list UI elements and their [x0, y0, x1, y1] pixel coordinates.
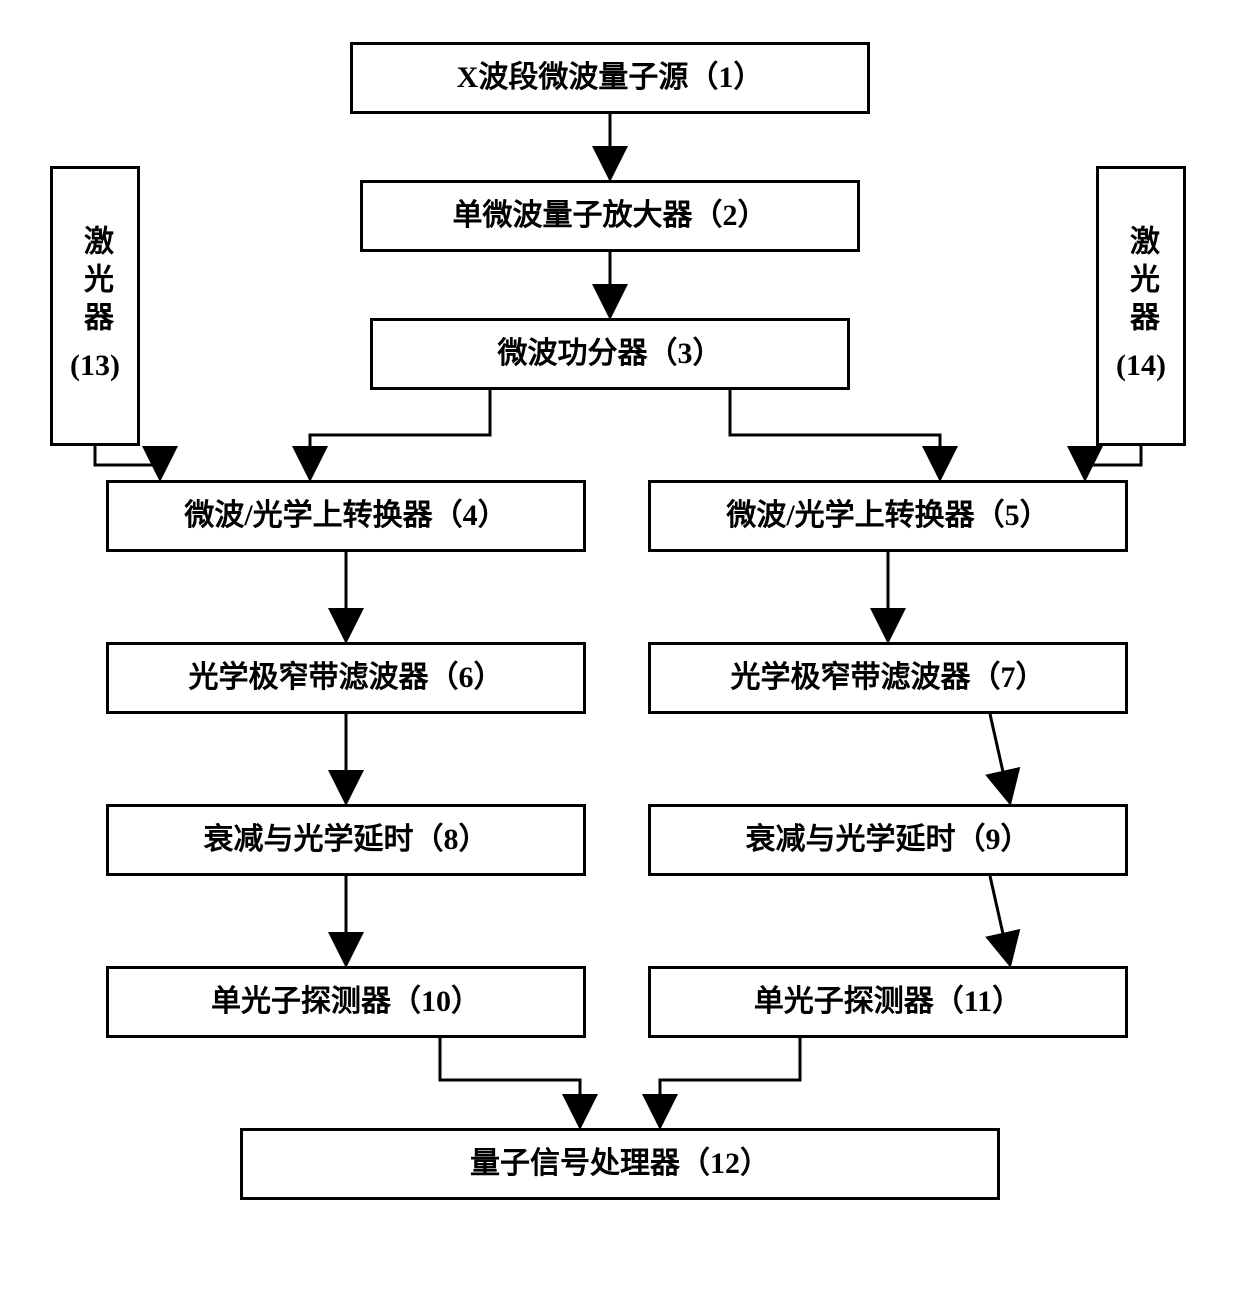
- node-label: 微波/光学上转换器（4）: [184, 495, 507, 537]
- node-label: 微波/光学上转换器（5）: [726, 495, 1049, 537]
- node-quantum-signal-processor: 量子信号处理器（12）: [240, 1128, 1000, 1200]
- node-label-main: 激光器: [73, 225, 117, 339]
- node-quantum-source: X波段微波量子源（1）: [350, 42, 870, 114]
- node-label: X波段微波量子源（1）: [457, 57, 764, 99]
- node-upconverter-left: 微波/光学上转换器（4）: [106, 480, 586, 552]
- node-attenuation-delay-left: 衰减与光学延时（8）: [106, 804, 586, 876]
- node-label: 单微波量子放大器（2）: [453, 195, 768, 237]
- node-narrowband-filter-right: 光学极窄带滤波器（7）: [648, 642, 1128, 714]
- node-quantum-amplifier: 单微波量子放大器（2）: [360, 180, 860, 252]
- flowchart-diagram: X波段微波量子源（1） 单微波量子放大器（2） 微波功分器（3） 微波/光学上转…: [20, 20, 1220, 1294]
- node-single-photon-detector-right: 单光子探测器（11）: [648, 966, 1128, 1038]
- node-power-splitter: 微波功分器（3）: [370, 318, 850, 390]
- node-label-num: (13): [70, 345, 120, 387]
- node-laser-right: 激光器 (14): [1096, 166, 1186, 446]
- node-label-main: 激光器: [1119, 225, 1163, 339]
- node-label: 衰减与光学延时（9）: [746, 819, 1031, 861]
- node-label: 量子信号处理器（12）: [470, 1143, 770, 1185]
- node-upconverter-right: 微波/光学上转换器（5）: [648, 480, 1128, 552]
- node-label: 微波功分器（3）: [498, 333, 723, 375]
- node-label: 单光子探测器（10）: [211, 981, 481, 1023]
- node-label: 光学极窄带滤波器（6）: [189, 657, 504, 699]
- node-single-photon-detector-left: 单光子探测器（10）: [106, 966, 586, 1038]
- node-attenuation-delay-right: 衰减与光学延时（9）: [648, 804, 1128, 876]
- node-laser-left: 激光器 (13): [50, 166, 140, 446]
- node-label-num: (14): [1116, 345, 1166, 387]
- node-label: 单光子探测器（11）: [754, 981, 1022, 1023]
- node-narrowband-filter-left: 光学极窄带滤波器（6）: [106, 642, 586, 714]
- node-label: 光学极窄带滤波器（7）: [731, 657, 1046, 699]
- node-label: 衰减与光学延时（8）: [204, 819, 489, 861]
